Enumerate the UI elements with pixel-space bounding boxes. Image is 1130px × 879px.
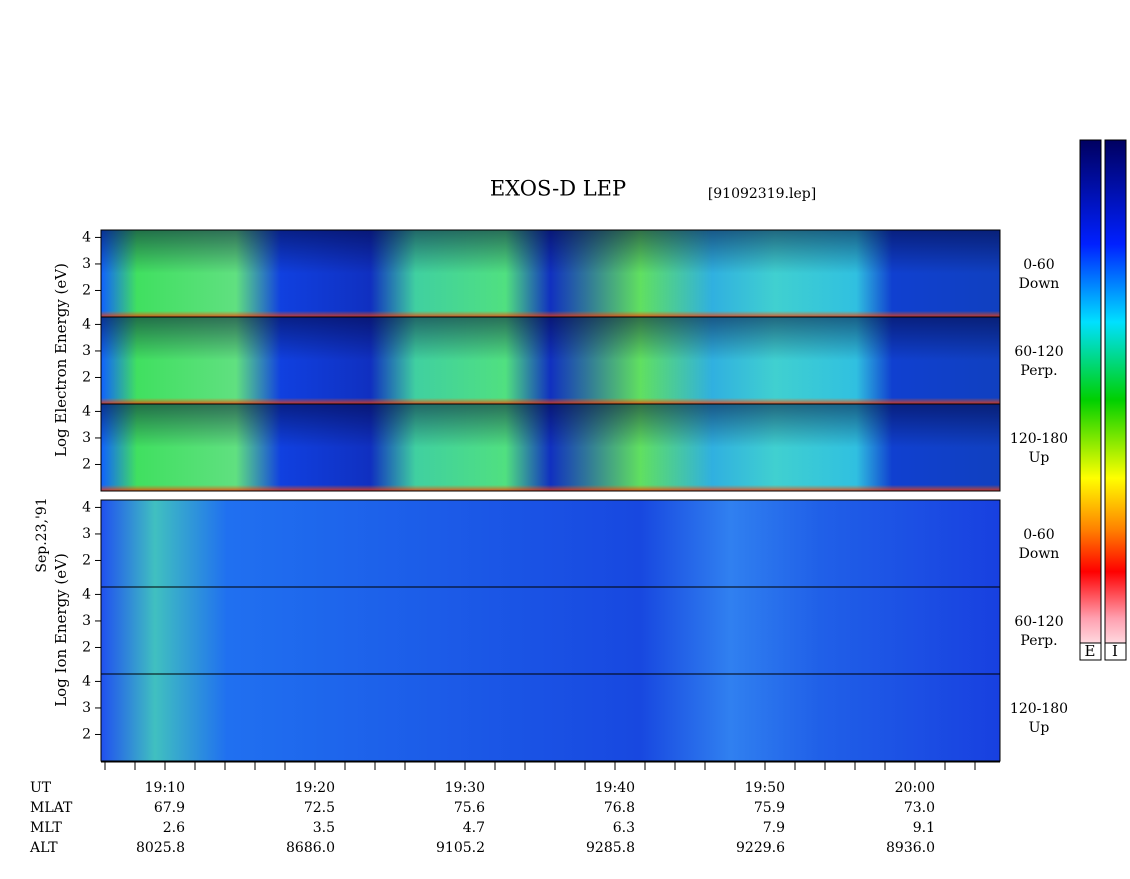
row-label: ALT <box>29 840 58 856</box>
y-tick-label: 3 <box>82 256 91 272</box>
row-value: 19:30 <box>445 780 485 796</box>
row-label: UT <box>30 780 52 796</box>
y-tick-label: 3 <box>82 613 91 629</box>
row-value: 8686.0 <box>286 840 335 856</box>
y-tick-label: 4 <box>82 673 91 689</box>
date-label: Sep.23,'91 <box>34 497 50 572</box>
panel-frame <box>100 673 1001 762</box>
panel-direction: Down <box>1019 276 1060 292</box>
panel-angle: 120-180 <box>1010 431 1068 447</box>
panel-frame <box>100 403 1001 492</box>
colorbar-box <box>1104 642 1127 661</box>
row-value: 19:10 <box>145 780 185 796</box>
y-tick-label: 4 <box>82 316 91 332</box>
y-tick-label: 4 <box>82 229 91 245</box>
electron-axis-label: Log Electron Energy (eV) <box>52 263 70 457</box>
file-name: [91092319.lep] <box>708 186 816 202</box>
row-label: MLT <box>30 820 62 836</box>
row-value: 9285.8 <box>586 840 635 856</box>
row-value: 19:20 <box>295 780 335 796</box>
y-tick-label: 2 <box>82 282 91 298</box>
y-tick-label: 4 <box>82 403 91 419</box>
row-value: 19:40 <box>595 780 635 796</box>
y-tick-label: 3 <box>82 526 91 542</box>
colorbar-label: I <box>1112 642 1118 660</box>
colorbar-label: E <box>1085 642 1096 660</box>
row-value: 8025.8 <box>136 840 185 856</box>
panel-angle: 60-120 <box>1014 614 1063 630</box>
spectrogram <box>101 587 1000 674</box>
panel-direction: Up <box>1029 720 1050 736</box>
row-value: 3.5 <box>313 820 335 836</box>
row-value: 4.7 <box>463 820 485 836</box>
y-tick-label: 4 <box>82 499 91 515</box>
row-value: 8936.0 <box>886 840 935 856</box>
y-tick-label: 3 <box>82 343 91 359</box>
panel-direction: Up <box>1029 450 1050 466</box>
row-value: 7.9 <box>763 820 785 836</box>
y-tick-label: 2 <box>82 639 91 655</box>
y-tick-label: 2 <box>82 552 91 568</box>
panel-angle: 60-120 <box>1014 344 1063 360</box>
ion-axis-label: Log Ion Energy (eV) <box>52 553 70 707</box>
panel-angle: 120-180 <box>1010 701 1068 717</box>
y-tick-label: 4 <box>82 586 91 602</box>
spectrogram-shade <box>101 230 1000 317</box>
row-value: 9.1 <box>913 820 935 836</box>
colorbar-e <box>1079 139 1102 661</box>
panel-angle: 0-60 <box>1023 257 1054 273</box>
y-tick-label: 3 <box>82 700 91 716</box>
y-tick-label: 2 <box>82 726 91 742</box>
row-value: 9105.2 <box>436 840 485 856</box>
row-value: 75.9 <box>754 800 785 816</box>
row-value: 6.3 <box>613 820 635 836</box>
row-value: 67.9 <box>154 800 185 816</box>
row-value: 76.8 <box>604 800 635 816</box>
panel-direction: Perp. <box>1020 363 1057 379</box>
spectrogram-shade <box>101 404 1000 491</box>
row-value: 9229.6 <box>736 840 785 856</box>
y-tick-label: 2 <box>82 456 91 472</box>
row-value: 72.5 <box>304 800 335 816</box>
y-tick-label: 3 <box>82 430 91 446</box>
y-tick-label: 2 <box>82 369 91 385</box>
row-value: 20:00 <box>895 780 935 796</box>
row-value: 2.6 <box>163 820 185 836</box>
colorbar-box <box>1079 642 1102 661</box>
row-label: MLAT <box>30 800 73 816</box>
panel-direction: Perp. <box>1020 633 1057 649</box>
row-value: 73.0 <box>904 800 935 816</box>
row-value: 75.6 <box>454 800 485 816</box>
spectrogram-shade <box>101 317 1000 404</box>
colorbar-i <box>1104 139 1127 661</box>
title: EXOS-D LEP <box>490 177 626 201</box>
panel-angle: 0-60 <box>1023 527 1054 543</box>
spectrogram <box>101 500 1000 587</box>
panel-direction: Down <box>1019 546 1060 562</box>
row-value: 19:50 <box>745 780 785 796</box>
spectrogram <box>101 674 1000 761</box>
